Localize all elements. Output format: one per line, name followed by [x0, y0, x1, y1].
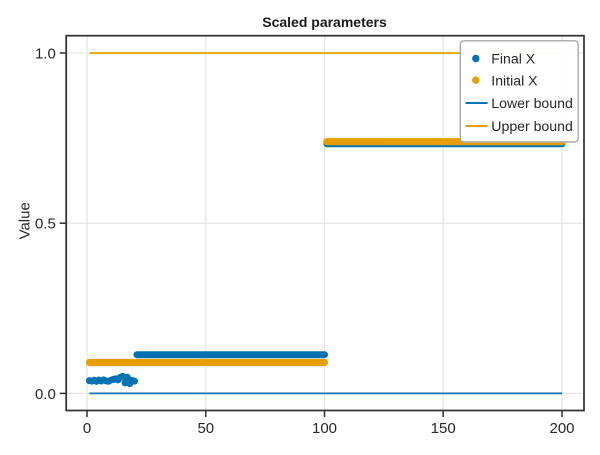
svg-text:50: 50: [197, 420, 214, 437]
svg-text:Lower bound: Lower bound: [491, 95, 573, 111]
svg-text:Scaled parameters: Scaled parameters: [262, 14, 387, 30]
svg-text:Final X: Final X: [491, 51, 535, 67]
svg-text:1.0: 1.0: [35, 45, 56, 62]
svg-text:150: 150: [431, 420, 456, 437]
svg-text:100: 100: [312, 420, 337, 437]
svg-text:200: 200: [549, 420, 574, 437]
svg-text:Value: Value: [16, 202, 33, 239]
svg-text:0: 0: [83, 420, 91, 437]
svg-text:0.5: 0.5: [35, 216, 56, 233]
svg-text:Initial X: Initial X: [491, 72, 538, 88]
svg-text:Upper bound: Upper bound: [491, 118, 573, 134]
svg-text:0.0: 0.0: [35, 386, 56, 403]
